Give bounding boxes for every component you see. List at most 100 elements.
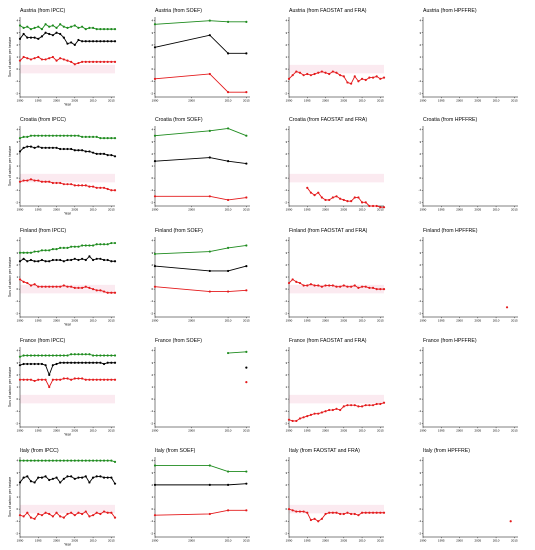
data-point-red bbox=[113, 60, 117, 63]
data-point-black bbox=[106, 40, 109, 43]
data-point-red bbox=[84, 510, 87, 513]
data-point-red bbox=[33, 517, 36, 520]
data-point-green bbox=[77, 245, 80, 248]
data-point-red bbox=[364, 201, 367, 204]
y-tick-label: 0 bbox=[286, 507, 288, 511]
data-point-green bbox=[26, 251, 29, 254]
data-point-red bbox=[306, 186, 309, 189]
data-point-black bbox=[18, 260, 22, 263]
data-point-red bbox=[106, 291, 109, 294]
x-tick-label: 2015 bbox=[377, 99, 384, 103]
data-point-green bbox=[153, 134, 157, 137]
data-point-green bbox=[106, 459, 109, 462]
x-tick-label: 1995 bbox=[304, 99, 311, 103]
data-point-red bbox=[26, 511, 29, 514]
data-point-red bbox=[22, 280, 25, 283]
x-tick-label: 2015 bbox=[511, 539, 518, 543]
data-point-black bbox=[44, 475, 47, 478]
x-tick-label: 2005 bbox=[340, 429, 347, 433]
data-point-red bbox=[106, 511, 109, 514]
data-point-red bbox=[29, 516, 33, 519]
x-tick-label: 2015 bbox=[377, 539, 384, 543]
data-point-red bbox=[226, 290, 230, 293]
data-point-green bbox=[55, 459, 58, 462]
data-point-red bbox=[320, 70, 323, 73]
data-point-red bbox=[342, 198, 345, 202]
data-point-black bbox=[40, 258, 44, 262]
data-point-green bbox=[77, 353, 80, 356]
data-point-green bbox=[55, 248, 58, 251]
data-point-red bbox=[55, 378, 58, 381]
data-point-red bbox=[245, 381, 248, 384]
x-tick-label: 1995 bbox=[35, 208, 42, 212]
y-tick-label: 0 bbox=[152, 507, 154, 511]
data-point-red bbox=[48, 180, 51, 183]
data-point-red bbox=[226, 91, 230, 94]
data-point-red bbox=[368, 511, 371, 514]
x-tick-label: 2015 bbox=[377, 429, 384, 433]
y-tick-label: 4 bbox=[420, 349, 422, 353]
data-point-black bbox=[153, 160, 157, 163]
y-tick-label: 3 bbox=[286, 471, 288, 475]
data-point-red bbox=[371, 511, 375, 514]
data-point-green bbox=[37, 354, 40, 357]
data-point-green bbox=[106, 354, 109, 357]
data-point-black bbox=[245, 52, 248, 55]
data-point-black bbox=[113, 40, 117, 43]
data-point-black bbox=[77, 476, 80, 479]
data-point-red bbox=[368, 404, 371, 407]
data-point-black bbox=[37, 362, 40, 366]
y-tick-label: -1 bbox=[285, 519, 288, 523]
data-point-green bbox=[48, 134, 51, 137]
data-point-red bbox=[331, 511, 334, 514]
panel-title: Austria (from IPCC) bbox=[20, 8, 66, 14]
data-point-green bbox=[62, 354, 65, 357]
data-point-red bbox=[302, 416, 305, 419]
data-point-green bbox=[91, 26, 95, 30]
y-tick-label: -1 bbox=[419, 79, 422, 83]
data-point-red bbox=[26, 281, 29, 285]
x-tick-label: 1990 bbox=[420, 319, 427, 323]
x-tick-label: 2015 bbox=[108, 319, 115, 323]
data-point-green bbox=[33, 134, 36, 137]
y-tick-label: 0 bbox=[420, 397, 422, 401]
y-tick-label: -2 bbox=[419, 311, 422, 315]
y-tick-label: 0 bbox=[420, 176, 422, 180]
data-point-red bbox=[73, 286, 76, 290]
data-point-red bbox=[44, 511, 47, 514]
x-axis-label: Year bbox=[64, 543, 72, 547]
panel-title: Croatia (from IPCC) bbox=[20, 117, 66, 123]
series-line-red bbox=[306, 187, 384, 208]
data-point-black bbox=[81, 361, 84, 364]
data-point-green bbox=[70, 25, 73, 28]
data-point-red bbox=[106, 378, 109, 381]
data-point-red bbox=[44, 180, 47, 183]
data-point-red bbox=[309, 74, 313, 77]
data-point-red bbox=[99, 60, 102, 63]
data-point-green bbox=[37, 25, 40, 28]
x-tick-label: 1995 bbox=[438, 99, 445, 103]
data-point-red bbox=[88, 185, 91, 188]
y-tick-label: -1 bbox=[285, 188, 288, 192]
y-tick-label: 1 bbox=[152, 385, 154, 389]
data-point-green bbox=[208, 464, 211, 467]
data-point-green bbox=[81, 25, 84, 28]
panel-3-3: France (from HPFFRE) -2 -1 0 1 2 3 4 1990 1995 200… bbox=[419, 338, 518, 433]
data-point-red bbox=[353, 512, 356, 516]
data-point-red bbox=[328, 284, 331, 287]
data-point-green bbox=[106, 243, 109, 246]
data-point-black bbox=[245, 162, 248, 165]
y-tick-label: 2 bbox=[152, 263, 154, 267]
data-point-red bbox=[91, 378, 95, 381]
data-point-green bbox=[153, 252, 157, 256]
data-point-black bbox=[113, 155, 117, 158]
data-point-green bbox=[22, 251, 25, 254]
y-tick-label: 2 bbox=[286, 43, 288, 47]
data-point-red bbox=[208, 72, 211, 76]
panel-title: Croatia (from SOEF) bbox=[155, 117, 203, 123]
x-tick-label: 2000 bbox=[188, 319, 195, 323]
y-tick-label: -1 bbox=[16, 299, 19, 303]
data-point-red bbox=[313, 412, 316, 415]
data-point-red bbox=[62, 377, 65, 380]
y-tick-label: 1 bbox=[17, 55, 19, 59]
